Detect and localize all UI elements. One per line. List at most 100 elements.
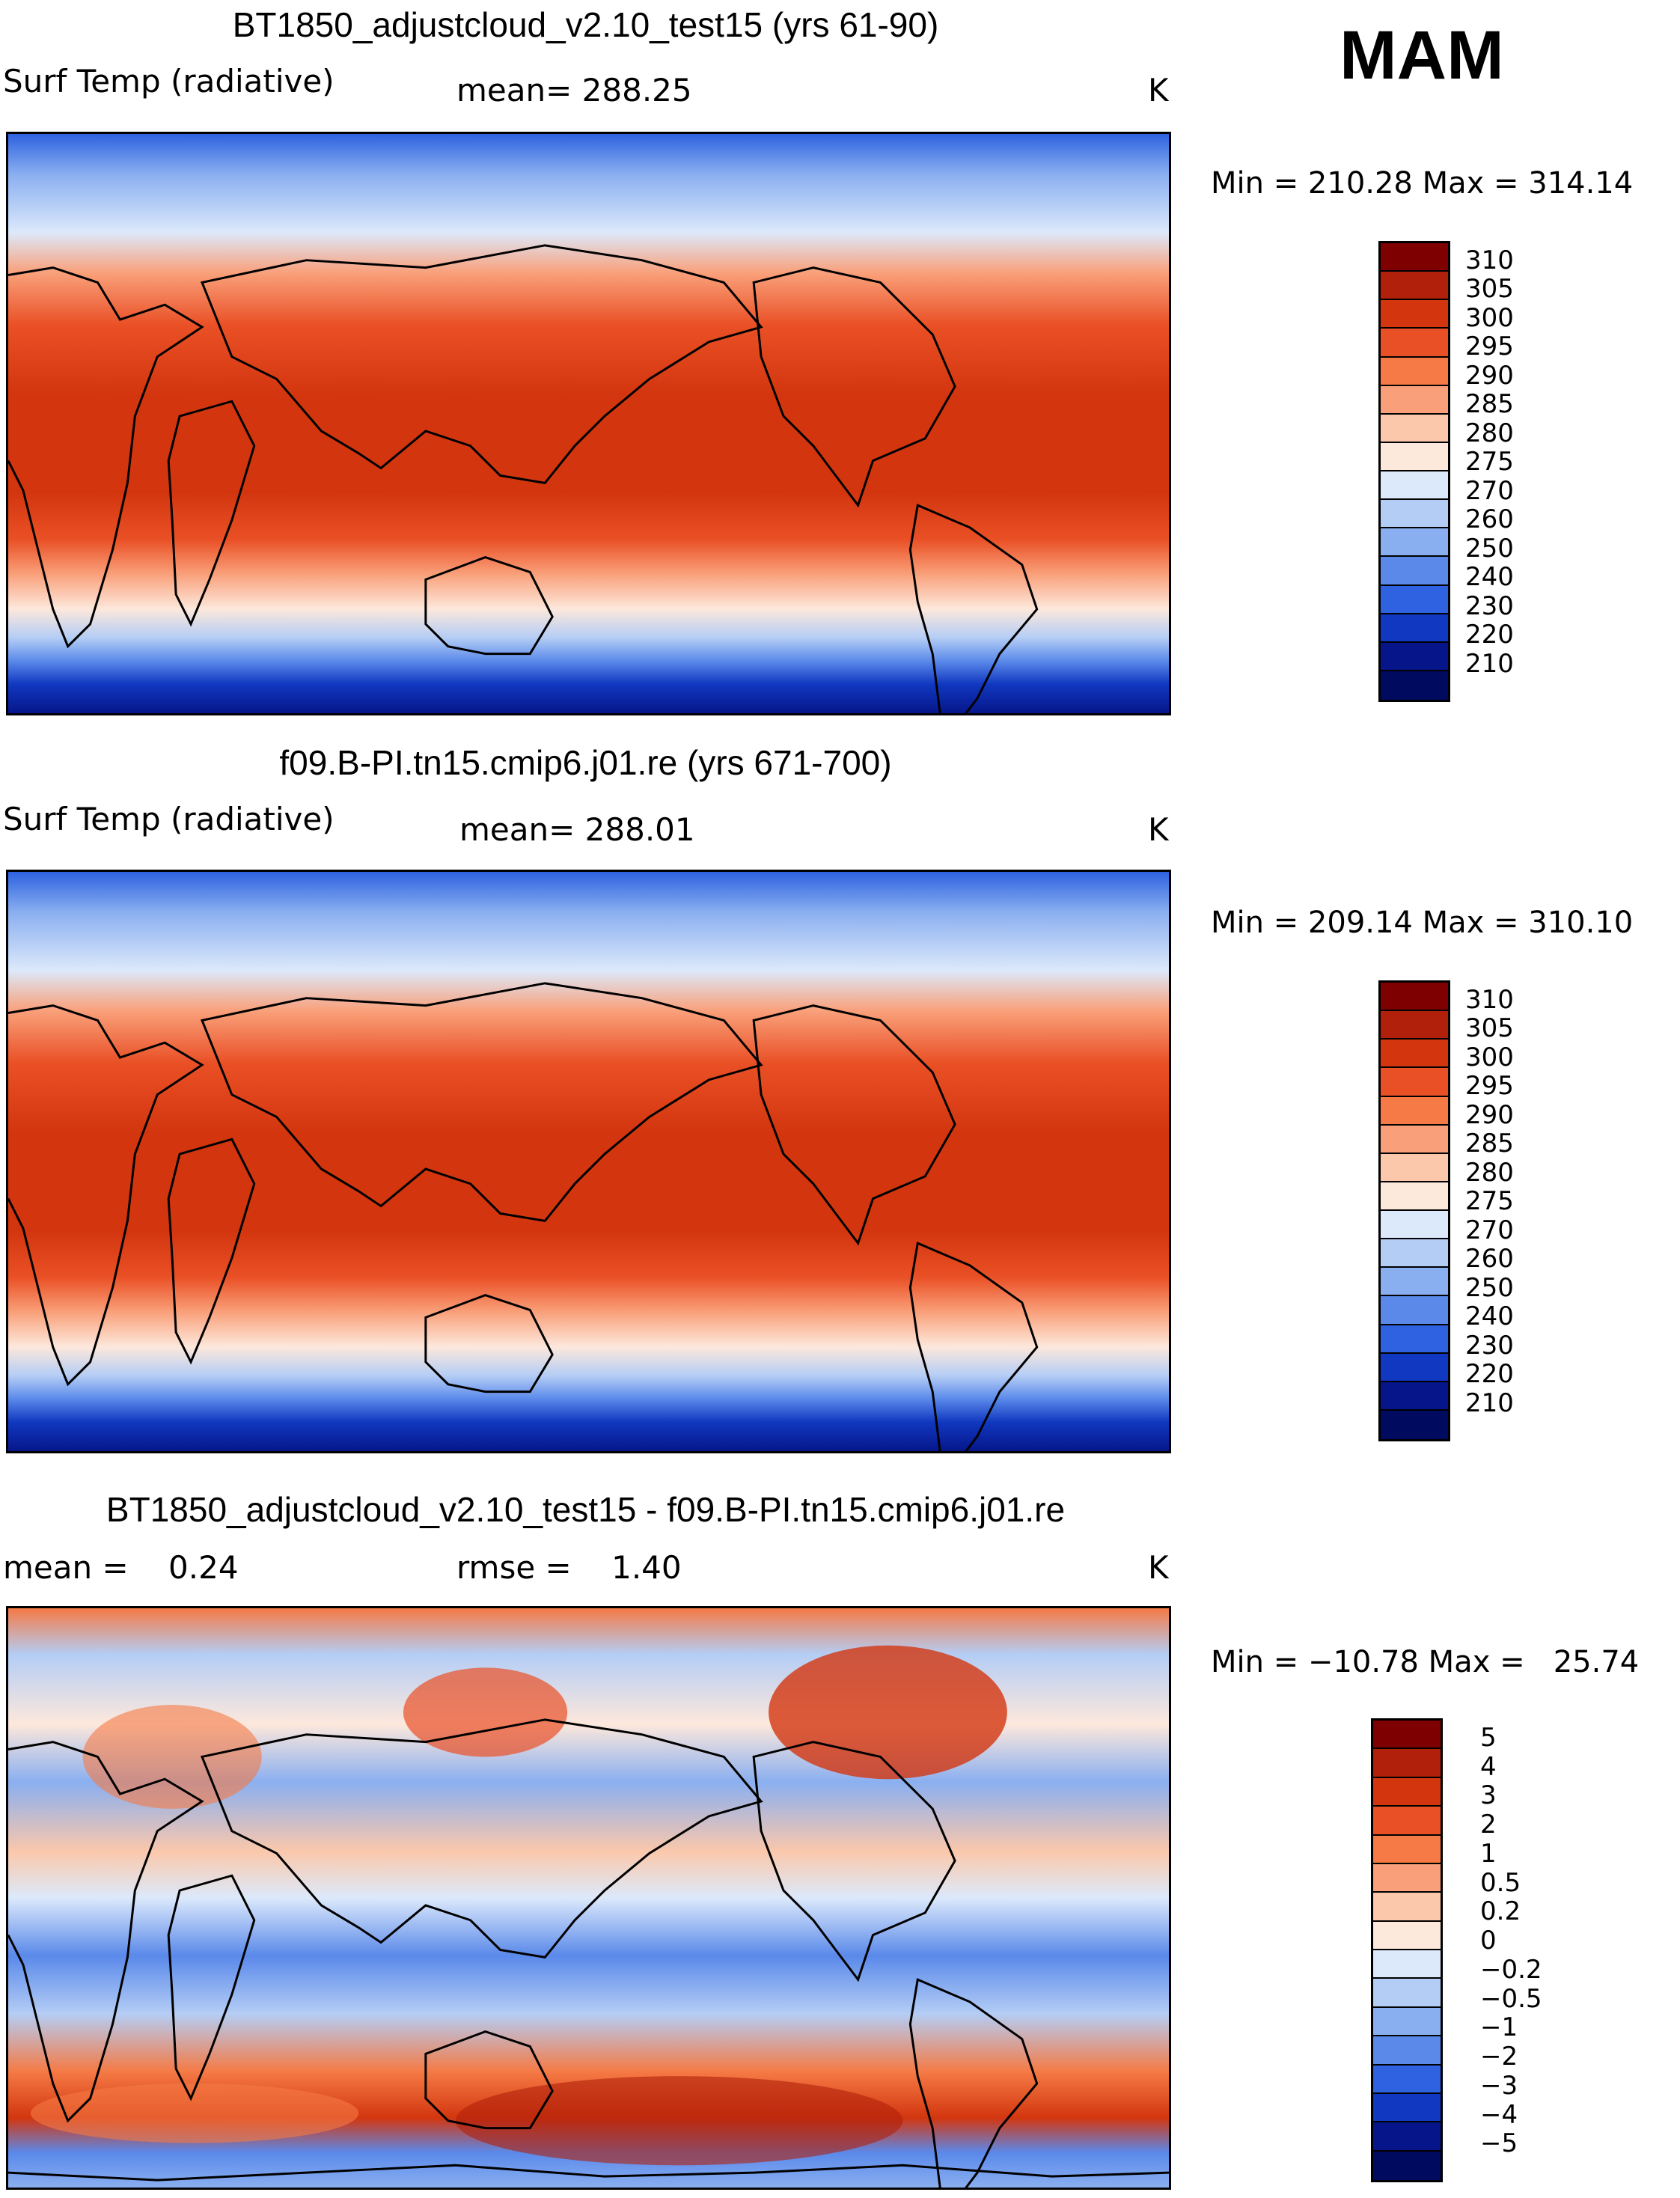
panel-3-minmax: Min = −10.78 Max = 25.74 bbox=[1211, 1645, 1640, 1679]
panel-3-colorbar bbox=[1371, 1718, 1443, 2182]
colorbar-tick-label: 4 bbox=[1480, 1751, 1497, 1782]
colorbar-tick-label: 300 bbox=[1465, 302, 1514, 333]
colorbar-tick-label: −1 bbox=[1480, 2012, 1518, 2043]
colorbar-segment bbox=[1373, 1979, 1441, 2008]
panel-1-unit-label: K bbox=[1148, 72, 1169, 109]
panel-1-mean-label: mean= 288.25 bbox=[456, 72, 692, 109]
colorbar-tick-label: −5 bbox=[1480, 2128, 1518, 2159]
panel-2-colorbar-ticks: 310 305 300 295 290 285 280 275 270 260 250 240 230 2… bbox=[1465, 980, 1555, 1441]
colorbar-tick-label: 295 bbox=[1465, 332, 1514, 361]
colorbar-segment bbox=[1373, 1835, 1441, 1864]
colorbar-segment bbox=[1381, 983, 1448, 1012]
panel-3-map bbox=[6, 1606, 1171, 2190]
panel-3-map-svg bbox=[8, 1608, 1169, 2188]
colorbar-segment bbox=[1373, 2151, 1441, 2180]
panel-3-unit-label: K bbox=[1148, 1549, 1169, 1586]
colorbar-segment bbox=[1373, 1893, 1441, 1922]
colorbar-segment bbox=[1373, 1777, 1441, 1807]
colorbar-segment bbox=[1373, 1807, 1441, 1836]
colorbar-tick-label: 275 bbox=[1465, 447, 1514, 477]
colorbar-tick-label: −4 bbox=[1480, 2099, 1518, 2130]
colorbar-tick-label: 0 bbox=[1480, 1926, 1497, 1956]
colorbar-segment bbox=[1373, 2093, 1441, 2123]
colorbar-segment bbox=[1381, 1096, 1448, 1126]
colorbar-segment bbox=[1381, 243, 1448, 272]
colorbar-segment bbox=[1381, 272, 1448, 301]
colorbar-tick-label: 210 bbox=[1465, 1388, 1514, 1418]
colorbar-segment bbox=[1381, 1296, 1448, 1325]
colorbar-segment bbox=[1373, 1721, 1441, 1750]
colorbar-segment bbox=[1381, 1382, 1448, 1411]
colorbar-tick-label: 260 bbox=[1465, 1244, 1514, 1274]
colorbar-tick-label: 220 bbox=[1465, 1359, 1514, 1389]
colorbar-tick-label: 295 bbox=[1465, 1071, 1514, 1101]
colorbar-segment bbox=[1373, 1950, 1441, 1979]
colorbar-tick-label: 210 bbox=[1465, 648, 1514, 679]
colorbar-tick-label: −0.2 bbox=[1480, 1954, 1542, 1985]
colorbar-segment bbox=[1381, 357, 1448, 386]
panel-2-colorbar bbox=[1378, 980, 1450, 1441]
colorbar-tick-label: 285 bbox=[1465, 1129, 1514, 1158]
colorbar-tick-label: −0.5 bbox=[1480, 1983, 1542, 2014]
colorbar-tick-label: 3 bbox=[1480, 1780, 1497, 1811]
colorbar-tick-label: 240 bbox=[1465, 562, 1514, 592]
colorbar-segment bbox=[1381, 557, 1448, 586]
panel-3-rmse-label: rmse = 1.40 bbox=[456, 1549, 682, 1586]
panel-1-colorbar bbox=[1378, 241, 1450, 702]
colorbar-tick-label: 1 bbox=[1480, 1838, 1497, 1869]
panel-1-map bbox=[6, 132, 1171, 715]
colorbar-tick-label: 305 bbox=[1465, 1013, 1514, 1043]
colorbar-tick-label: 5 bbox=[1480, 1722, 1497, 1753]
panel-1-colorbar-ticks: 310 305 300 295 290 285 280 275 270 260 250 240 230 2… bbox=[1465, 241, 1555, 702]
colorbar-segment bbox=[1381, 614, 1448, 643]
colorbar-tick-label: 275 bbox=[1465, 1186, 1514, 1216]
colorbar-segment bbox=[1381, 1239, 1448, 1269]
colorbar-segment bbox=[1381, 329, 1448, 358]
panel-3-colorbar-ticks: 5 4 3 2 1 0.5 0.2 0 −0.2 −0.5 −1 −2 −3 −4 −5 bbox=[1480, 1718, 1570, 2182]
colorbar-segment bbox=[1381, 642, 1448, 671]
colorbar-segment bbox=[1381, 1410, 1448, 1439]
colorbar-segment bbox=[1381, 442, 1448, 471]
colorbar-tick-label: 270 bbox=[1465, 1215, 1514, 1245]
colorbar-segment bbox=[1373, 1863, 1441, 1893]
colorbar-segment bbox=[1373, 2065, 1441, 2094]
colorbar-segment bbox=[1381, 1211, 1448, 1240]
colorbar-segment bbox=[1381, 500, 1448, 529]
colorbar-segment bbox=[1373, 1749, 1441, 1778]
colorbar-segment bbox=[1381, 471, 1448, 501]
panel-2-title: f09.B-PI.tn15.cmip6.j01.re (yrs 671-700) bbox=[279, 743, 892, 782]
colorbar-tick-label: 240 bbox=[1465, 1301, 1514, 1331]
colorbar-segment bbox=[1381, 671, 1448, 700]
panel-3-mean-label: mean = 0.24 bbox=[3, 1549, 239, 1586]
colorbar-tick-label: 250 bbox=[1465, 533, 1514, 564]
colorbar-tick-label: 230 bbox=[1465, 1330, 1514, 1361]
colorbar-tick-label: 230 bbox=[1465, 590, 1514, 621]
colorbar-tick-label: 2 bbox=[1480, 1810, 1497, 1840]
colorbar-tick-label: 285 bbox=[1465, 389, 1514, 419]
colorbar-tick-label: 305 bbox=[1465, 274, 1514, 304]
colorbar-segment bbox=[1381, 1040, 1448, 1069]
colorbar-tick-label: 250 bbox=[1465, 1272, 1514, 1303]
panel-2-minmax: Min = 209.14 Max = 310.10 bbox=[1211, 906, 1634, 940]
colorbar-segment bbox=[1381, 1125, 1448, 1154]
colorbar-segment bbox=[1373, 1921, 1441, 1950]
panel-2-mean-label: mean= 288.01 bbox=[459, 811, 695, 848]
colorbar-tick-label: 270 bbox=[1465, 475, 1514, 506]
colorbar-tick-label: 260 bbox=[1465, 504, 1514, 534]
colorbar-segment bbox=[1381, 1182, 1448, 1211]
colorbar-segment bbox=[1381, 414, 1448, 443]
season-label: MAM bbox=[1340, 17, 1504, 94]
colorbar-tick-label: 280 bbox=[1465, 1157, 1514, 1188]
colorbar-segment bbox=[1381, 300, 1448, 329]
colorbar-tick-label: 310 bbox=[1465, 984, 1514, 1015]
panel-1-map-svg bbox=[8, 134, 1169, 713]
colorbar-segment bbox=[1381, 1268, 1448, 1297]
colorbar-segment bbox=[1373, 2036, 1441, 2066]
panel-3-title: BT1850_adjustcloud_v2.10_test15 - f09.B-… bbox=[106, 1490, 1066, 1529]
panel-1-variable-label: Surf Temp (radiative) bbox=[3, 63, 335, 100]
colorbar-segment bbox=[1381, 1153, 1448, 1182]
colorbar-segment bbox=[1381, 385, 1448, 415]
colorbar-tick-label: −3 bbox=[1480, 2070, 1518, 2101]
panel-2-map-svg bbox=[8, 872, 1169, 1451]
colorbar-tick-label: 290 bbox=[1465, 360, 1514, 391]
